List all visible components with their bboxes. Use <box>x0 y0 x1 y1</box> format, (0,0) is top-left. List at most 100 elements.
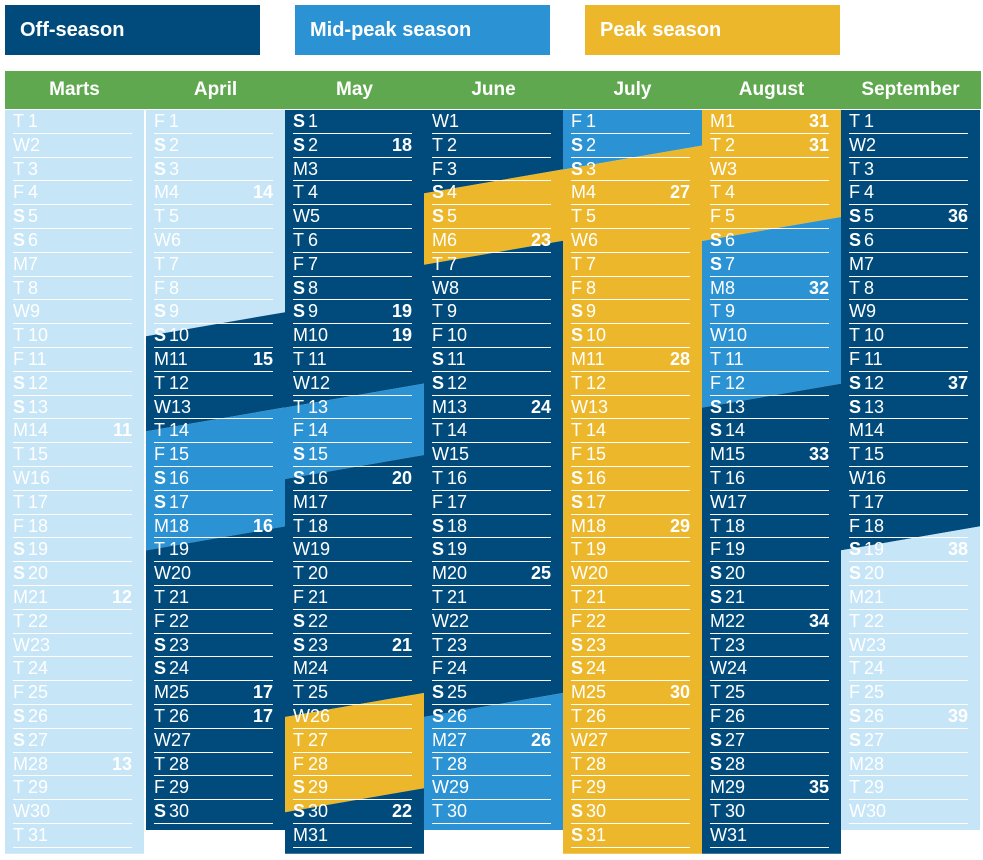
weekday-letter: F <box>13 515 24 536</box>
weekday-letter: S <box>432 349 445 369</box>
row-divider <box>432 727 551 729</box>
weekday-letter: T <box>710 801 721 822</box>
day-number: 3 <box>586 158 597 179</box>
weekday-letter: S <box>710 420 723 441</box>
day-number: 17 <box>169 491 190 512</box>
weekday-letter: S <box>13 563 26 584</box>
day-number: 14 <box>725 420 746 441</box>
weekday-letter: T <box>710 134 721 155</box>
row-divider <box>571 156 690 158</box>
day-row: W 23 <box>13 634 132 658</box>
row-divider <box>710 727 829 729</box>
weekday-letter: T <box>432 301 443 322</box>
day-number: 19 <box>586 539 607 560</box>
day-row: S 14 <box>710 419 829 444</box>
row-divider <box>293 465 412 467</box>
day-row: W 26 <box>293 705 412 729</box>
day-row: T 10 <box>849 324 968 348</box>
week-number: 36 <box>947 206 968 227</box>
weekday-letter: F <box>154 777 165 798</box>
weekday-letter: S <box>154 801 167 822</box>
day-row: S 19 <box>432 538 551 563</box>
day-row: S 27 <box>710 729 829 753</box>
weekday-letter: T <box>849 325 860 346</box>
weekday-letter: F <box>13 349 24 369</box>
day-number: 16 <box>169 468 190 488</box>
row-divider <box>154 537 273 539</box>
day-row: M 29 35 <box>710 776 829 801</box>
row-divider <box>849 608 968 610</box>
row-divider <box>293 727 412 729</box>
day-number: 2 <box>866 134 877 155</box>
weekday-letter: T <box>293 515 304 536</box>
week-number: 31 <box>808 134 829 155</box>
row-divider <box>154 394 273 396</box>
day-number: 30 <box>30 801 51 822</box>
day-number: 22 <box>449 610 470 631</box>
season-band-past <box>146 110 285 337</box>
day-row: S 24 <box>571 657 690 682</box>
row-divider <box>849 370 968 372</box>
day-number: 10 <box>447 325 468 346</box>
row-divider <box>154 584 273 586</box>
row-divider <box>293 703 412 705</box>
weekday-letter: S <box>571 325 584 346</box>
day-row: M 11 28 <box>571 348 690 372</box>
weekday-letter: W <box>710 491 727 512</box>
day-row: S 31 <box>571 824 690 848</box>
row-divider <box>13 418 132 420</box>
week-number: 26 <box>530 729 551 750</box>
day-number: 12 <box>169 372 190 393</box>
day-row: S 30 <box>571 800 690 824</box>
week-number: 17 <box>252 706 273 726</box>
day-row: T 25 <box>293 681 412 705</box>
row-divider <box>849 299 968 301</box>
day-number: 9 <box>447 301 458 322</box>
weekday-letter: S <box>849 563 862 584</box>
row-divider <box>432 680 551 682</box>
day-row: T 19 <box>571 538 690 563</box>
weekday-letter: S <box>154 325 167 346</box>
row-divider <box>571 632 690 634</box>
weekday-letter: W <box>432 777 449 798</box>
day-row: F 14 <box>293 419 412 444</box>
day-number: 24 <box>308 658 329 679</box>
day-number: 26 <box>864 706 885 726</box>
day-row: M 13 24 <box>432 396 551 420</box>
day-row: T 28 <box>432 753 551 777</box>
weekday-letter: F <box>571 111 582 131</box>
day-row: T 16 <box>710 467 829 491</box>
day-row: T 27 <box>293 729 412 753</box>
legend-mid-peak-season: Mid-peak season <box>295 5 550 55</box>
weekday-letter: T <box>710 468 721 488</box>
season-band-off <box>841 110 980 551</box>
day-row: T 22 <box>849 610 968 634</box>
weekday-letter: F <box>293 420 304 441</box>
day-row: S 27 <box>849 729 968 753</box>
row-divider <box>710 751 829 753</box>
season-band-peak <box>563 145 702 854</box>
weekday-letter: T <box>13 111 24 131</box>
row-divider <box>849 227 968 229</box>
day-row: T 10 <box>13 324 132 348</box>
weekday-letter: W <box>571 729 588 750</box>
weekday-letter: T <box>571 706 582 726</box>
row-divider <box>849 656 968 658</box>
weekday-letter: S <box>293 777 306 798</box>
day-number: 14 <box>169 420 190 441</box>
season-band-off <box>702 383 841 854</box>
row-divider <box>154 489 273 491</box>
day-number: 1 <box>449 111 460 131</box>
day-number: 24 <box>586 658 607 679</box>
row-divider <box>293 513 412 515</box>
row-divider <box>710 299 829 301</box>
weekday-letter: T <box>293 563 304 584</box>
day-number: 4 <box>447 182 458 203</box>
day-number: 28 <box>586 753 607 774</box>
day-number: 22 <box>864 610 885 631</box>
day-row: W 13 <box>571 396 690 420</box>
